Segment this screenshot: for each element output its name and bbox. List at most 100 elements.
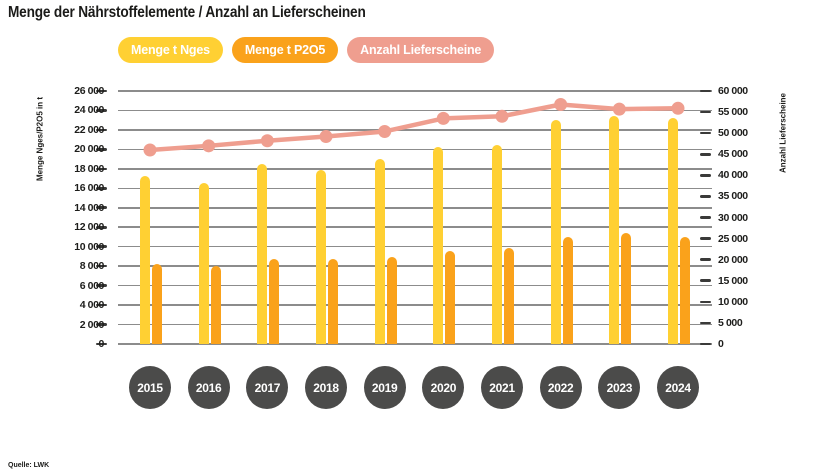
y-axis-right-tick-label: 60 000 xyxy=(718,85,748,97)
chart-title: Menge der Nährstoffelemente / Anzahl an … xyxy=(8,4,366,21)
gridline xyxy=(118,90,712,92)
legend: Menge t Nges Menge t P2O5 Anzahl Liefers… xyxy=(118,37,495,63)
bar-nges xyxy=(316,169,326,344)
bar-p2o5 xyxy=(386,257,397,344)
y-axis-left-tick xyxy=(96,225,107,229)
y-axis-left-tick xyxy=(96,167,107,171)
y-axis-right-tick-label: 45 000 xyxy=(718,148,748,161)
gridline xyxy=(118,343,712,345)
y-axis-left-tick xyxy=(96,342,107,346)
gridline xyxy=(118,226,712,229)
y-axis-left-tick xyxy=(96,284,107,287)
y-axis-right-tick xyxy=(700,237,711,240)
line-data-point-marker xyxy=(260,134,274,148)
gridline xyxy=(118,206,712,209)
y-axis-right-tick xyxy=(700,258,711,261)
y-axis-left-tick xyxy=(96,245,107,248)
y-axis-left-tick-label: 8 000 xyxy=(79,260,105,273)
y-axis-left-tick-label: 10 000 xyxy=(74,240,104,253)
line-data-point-marker xyxy=(436,111,450,125)
bar-p2o5 xyxy=(269,259,280,344)
y-axis-right-tick xyxy=(700,110,711,114)
y-axis-right-tick xyxy=(700,152,711,156)
y-axis-right-tick-label: 15 000 xyxy=(718,274,748,287)
y-axis-right-tick-label: 55 000 xyxy=(718,106,748,119)
gridline xyxy=(118,109,712,112)
y-axis-right-tick-label: 0 xyxy=(718,338,724,350)
y-axis-right-tick xyxy=(700,174,711,177)
bar-nges xyxy=(198,183,209,344)
bar-nges xyxy=(668,118,678,344)
x-axis-year-badge: 2020 xyxy=(422,366,465,409)
gridline xyxy=(118,323,712,326)
y-axis-right-tick xyxy=(700,89,711,93)
legend-item-p2o5: Menge t P2O5 xyxy=(231,37,339,63)
y-axis-right-tick-label: 35 000 xyxy=(718,190,748,203)
gridline xyxy=(118,284,712,287)
y-axis-left-tick xyxy=(96,187,107,190)
x-axis-year-badge: 2017 xyxy=(246,366,289,409)
line-data-point-marker xyxy=(202,139,216,153)
y-axis-left-tick-label: 24 000 xyxy=(74,104,104,117)
line-data-point-marker xyxy=(378,124,392,138)
gridline xyxy=(118,265,712,267)
bar-p2o5 xyxy=(504,247,514,344)
y-axis-left-tick xyxy=(96,264,107,268)
y-axis-right-tick-label: 30 000 xyxy=(718,211,748,224)
x-axis-year-badge: 2022 xyxy=(539,366,582,409)
y-axis-right-tick xyxy=(700,321,711,325)
y-axis-right-tick xyxy=(700,279,711,283)
y-axis-left-tick xyxy=(96,323,107,326)
line-data-point-marker xyxy=(671,101,685,115)
gridline xyxy=(118,168,712,170)
bar-p2o5 xyxy=(210,266,221,344)
y-axis-left-title: Menge Nges/P2O5 in t xyxy=(35,96,45,182)
y-axis-left-tick-label: 2 000 xyxy=(79,318,105,331)
bar-nges xyxy=(257,163,268,344)
line-data-point-marker xyxy=(319,130,333,144)
y-axis-right-tick xyxy=(700,300,711,304)
y-axis-right-tick-label: 10 000 xyxy=(718,295,748,308)
y-axis-right-tick xyxy=(700,195,711,198)
bar-p2o5 xyxy=(152,264,162,344)
bar-nges xyxy=(433,147,444,344)
y-axis-right-tick xyxy=(700,342,711,346)
y-axis-left-tick-label: 4 000 xyxy=(79,299,105,312)
y-axis-right-tick-label: 20 000 xyxy=(718,253,748,266)
y-axis-left-tick xyxy=(96,109,107,112)
bar-p2o5 xyxy=(328,259,338,344)
gridline xyxy=(118,304,712,306)
y-axis-left-tick-label: 6 000 xyxy=(79,279,105,292)
bar-p2o5 xyxy=(445,250,456,344)
y-axis-left-tick-label: 18 000 xyxy=(74,162,104,175)
x-axis-year-badge: 2019 xyxy=(363,366,406,409)
bar-p2o5 xyxy=(562,236,573,344)
y-axis-right-tick-label: 25 000 xyxy=(718,232,748,245)
x-axis-year-badge: 2015 xyxy=(129,366,171,409)
y-axis-left-tick-label: 16 000 xyxy=(74,182,104,195)
y-axis-left-tick xyxy=(96,89,107,93)
y-axis-left-tick-label: 26 000 xyxy=(74,85,104,97)
bar-nges xyxy=(374,159,385,344)
legend-item-lieferscheine: Anzahl Lieferscheine xyxy=(347,37,495,63)
y-axis-left-tick xyxy=(96,128,107,132)
x-axis-year-badge: 2016 xyxy=(187,366,230,409)
y-axis-right-tick-label: 50 000 xyxy=(718,127,748,140)
y-axis-left-tick xyxy=(96,303,107,307)
x-axis-year-badge: 2023 xyxy=(598,366,641,409)
legend-item-nges: Menge t Nges xyxy=(118,37,223,63)
x-axis-year-badge: 2024 xyxy=(657,366,699,409)
y-axis-left-tick-label: 0 xyxy=(98,338,105,350)
line-data-point-marker xyxy=(495,109,509,123)
y-axis-left-tick-label: 14 000 xyxy=(74,201,104,214)
y-axis-left-tick-label: 12 000 xyxy=(74,221,104,234)
y-axis-right-tick xyxy=(700,216,711,219)
gridline xyxy=(118,148,712,151)
bar-p2o5 xyxy=(621,233,632,344)
bar-nges xyxy=(609,116,620,344)
x-axis-year-badge: 2021 xyxy=(481,366,523,409)
line-series-path xyxy=(149,102,679,153)
y-axis-left-tick xyxy=(96,148,107,151)
y-axis-left-tick-label: 22 000 xyxy=(74,123,104,136)
